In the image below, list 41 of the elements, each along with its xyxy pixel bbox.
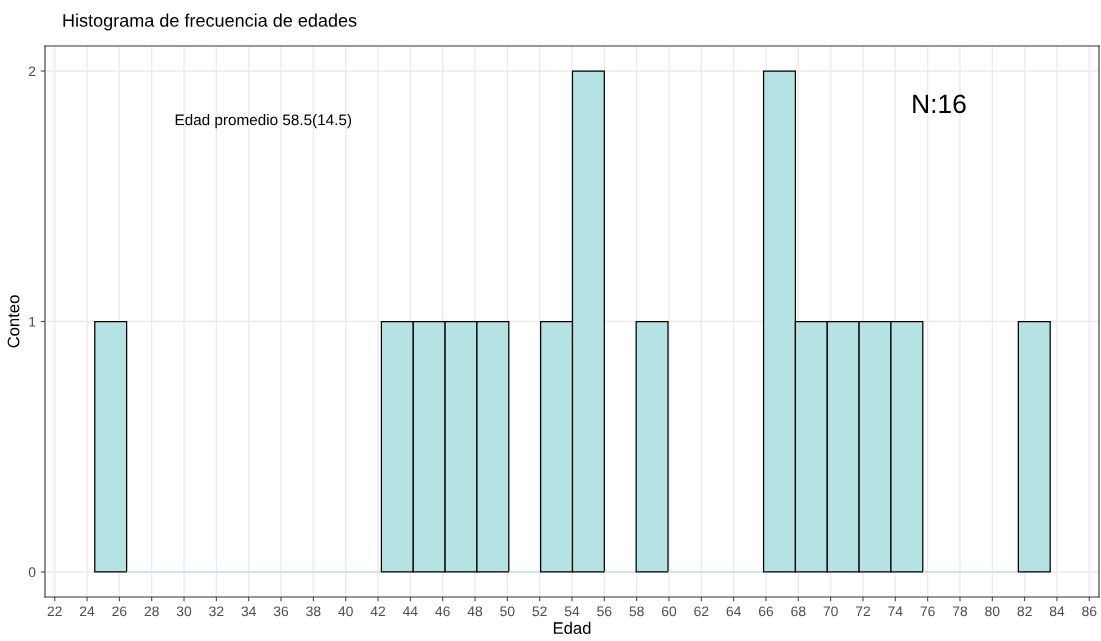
annotation: N:16: [913, 94, 966, 114]
x-tick-label: 30: [176, 606, 192, 617]
x-tick-label: 62: [694, 606, 709, 617]
x-tick-label: 86: [1082, 606, 1097, 617]
x-tick-label: 80: [985, 606, 1000, 617]
x-tick-label: 22: [47, 606, 62, 617]
y-tick-label: 2: [28, 66, 36, 77]
x-tick-label: 72: [855, 606, 871, 617]
x-tick-label: 28: [144, 606, 159, 617]
x-tick-label: 84: [1049, 606, 1065, 617]
x-tick-label: 60: [661, 606, 677, 617]
x-tick-label: 26: [112, 606, 127, 617]
x-tick-label: 52: [532, 606, 547, 617]
x-tick-label: 46: [435, 606, 450, 617]
x-tick-label: 54: [564, 606, 580, 617]
x-tick-label: 24: [80, 606, 95, 617]
y-tick-label: 0: [28, 567, 36, 578]
x-tick-label: 44: [402, 606, 418, 617]
annotation: Edad promedio 58.5(14.5): [175, 114, 352, 129]
x-tick-label: 56: [597, 606, 612, 617]
x-tick-label: 32: [209, 606, 224, 617]
x-tick-label: 64: [726, 606, 741, 617]
x-tick-label: 58: [629, 606, 644, 617]
x-tick-label: 42: [370, 606, 386, 617]
x-tick-label: 82: [1017, 606, 1032, 617]
y-axis-title: Conteo: [7, 295, 20, 348]
x-axis-title: Edad: [553, 621, 591, 634]
x-tick-label: 78: [952, 606, 968, 617]
x-tick-label: 70: [823, 606, 838, 617]
x-tick-label: 40: [338, 606, 353, 617]
x-tick-label: 36: [273, 606, 289, 617]
y-tick-label: 1: [29, 316, 36, 327]
x-tick-label: 50: [500, 606, 515, 617]
x-tick-label: 48: [467, 606, 483, 617]
x-tick-label: 74: [888, 606, 903, 617]
x-tick-label: 76: [920, 606, 935, 617]
x-tick-label: 66: [758, 606, 774, 617]
x-tick-label: 68: [791, 606, 806, 617]
x-tick-label: 38: [306, 606, 321, 617]
x-tick-label: 34: [241, 606, 257, 617]
chart-title: Histograma de frecuencia de edades: [63, 13, 357, 31]
